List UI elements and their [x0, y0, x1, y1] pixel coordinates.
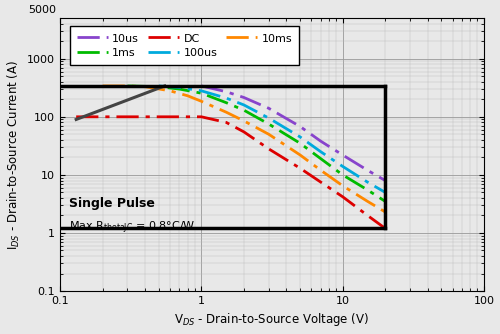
Legend: 10us, 1ms, DC, 100us, 10ms: 10us, 1ms, DC, 100us, 10ms — [70, 26, 299, 65]
Y-axis label: I$_{DS}$ - Drain-to-Source Current (A): I$_{DS}$ - Drain-to-Source Current (A) — [6, 59, 22, 250]
X-axis label: V$_{DS}$ - Drain-to-Source Voltage (V): V$_{DS}$ - Drain-to-Source Voltage (V) — [174, 311, 370, 328]
Text: 5000: 5000 — [28, 5, 56, 15]
Text: Max R$_{\mathrm{thetaJC}}$ = 0.8°C/W: Max R$_{\mathrm{thetaJC}}$ = 0.8°C/W — [68, 220, 195, 236]
Text: Single Pulse: Single Pulse — [68, 197, 154, 210]
